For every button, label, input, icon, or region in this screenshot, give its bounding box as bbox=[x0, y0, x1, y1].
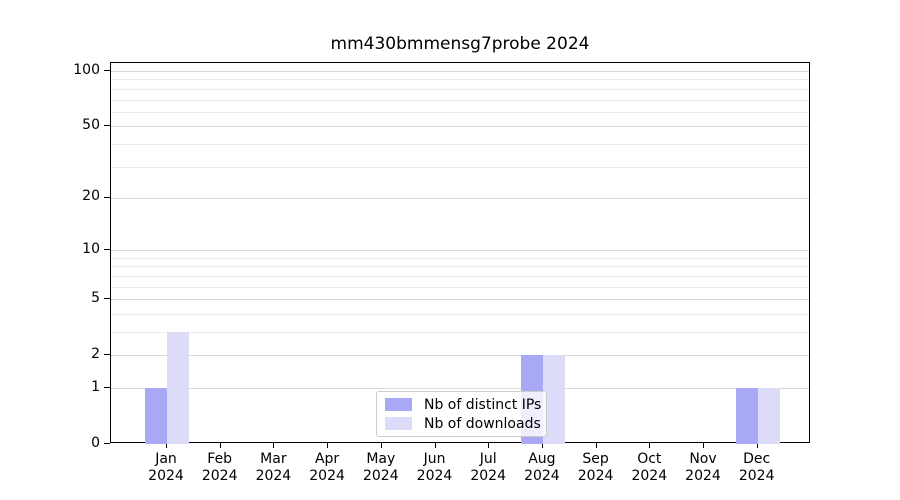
gridline-major bbox=[111, 355, 809, 357]
y-tick-label: 100 bbox=[73, 61, 100, 78]
x-tick bbox=[327, 443, 329, 448]
x-tick-label-month: Jun bbox=[423, 451, 446, 467]
x-tick-label-year: 2024 bbox=[524, 468, 560, 484]
y-tick-label: 5 bbox=[91, 289, 100, 306]
x-tick-label: Mar 2024 bbox=[233, 451, 313, 485]
x-tick-label: Feb 2024 bbox=[180, 451, 260, 485]
x-tick-label-month: Dec bbox=[743, 451, 771, 467]
x-tick bbox=[434, 443, 436, 448]
x-tick-label-month: Apr bbox=[314, 451, 340, 467]
x-tick bbox=[756, 443, 758, 448]
x-tick bbox=[541, 443, 543, 448]
legend-label-downloads: Nb of downloads bbox=[424, 415, 541, 432]
x-tick-label-month: Jul bbox=[479, 451, 497, 467]
x-tick bbox=[273, 443, 275, 448]
gridline-minor bbox=[111, 275, 809, 277]
x-tick-label: May 2024 bbox=[341, 451, 421, 485]
legend-swatch-downloads-icon bbox=[385, 417, 412, 430]
chart-title: mm430bmmensg7probe 2024 bbox=[330, 34, 590, 54]
gridline-minor bbox=[111, 166, 809, 168]
y-tick bbox=[104, 298, 110, 300]
x-tick-label: Aug 2024 bbox=[502, 451, 582, 485]
x-tick-label-year: 2024 bbox=[201, 468, 238, 484]
legend-item-downloads: Nb of downloads bbox=[385, 415, 541, 432]
x-tick-label: Jun 2024 bbox=[395, 451, 475, 485]
plot-area bbox=[110, 62, 810, 444]
x-tick-label-year: 2024 bbox=[685, 468, 721, 484]
y-tick bbox=[104, 125, 110, 127]
x-tick bbox=[703, 443, 704, 448]
x-tick-label-month: Nov bbox=[689, 451, 717, 467]
gridline-major bbox=[111, 250, 809, 252]
gridline-major bbox=[111, 197, 809, 199]
x-tick-label: Nov 2024 bbox=[663, 451, 743, 485]
x-tick-label-month: Aug bbox=[528, 451, 556, 467]
x-tick-label-year: 2024 bbox=[577, 468, 614, 484]
gridline-major bbox=[111, 299, 809, 301]
gridline-minor bbox=[111, 111, 809, 113]
x-tick-label: Sep 2024 bbox=[556, 451, 636, 485]
gridline-minor bbox=[111, 266, 809, 268]
bar-distinct-ips-jan bbox=[145, 388, 167, 444]
y-tick bbox=[104, 387, 110, 388]
y-tick-label: 20 bbox=[82, 188, 100, 205]
y-tick-label: 2 bbox=[91, 345, 100, 362]
bar-downloads-jan bbox=[167, 332, 189, 444]
x-tick-label-month: Oct bbox=[637, 451, 662, 467]
y-tick bbox=[104, 249, 110, 251]
x-tick-label-year: 2024 bbox=[255, 468, 292, 484]
gridline-minor bbox=[111, 143, 809, 145]
x-tick-label-year: 2024 bbox=[631, 468, 668, 484]
x-tick-label-month: May bbox=[366, 451, 396, 467]
y-tick-label: 0 bbox=[91, 434, 100, 451]
y-tick bbox=[104, 70, 110, 71]
x-tick-label-year: 2024 bbox=[362, 468, 399, 484]
gridline-major bbox=[111, 126, 809, 128]
x-tick-label: Apr 2024 bbox=[287, 451, 367, 485]
x-tick-label-year: 2024 bbox=[470, 468, 506, 484]
gridline-minor bbox=[111, 79, 809, 81]
x-tick bbox=[380, 443, 382, 448]
y-tick bbox=[104, 196, 110, 198]
x-tick bbox=[166, 443, 167, 448]
x-tick-label-month: Sep bbox=[582, 451, 609, 467]
gridline-minor bbox=[111, 332, 809, 333]
gridline-major bbox=[111, 388, 809, 389]
x-tick-label-year: 2024 bbox=[309, 468, 345, 484]
bar-downloads-dec bbox=[757, 388, 780, 444]
x-tick-label: Jul 2024 bbox=[448, 451, 528, 485]
legend: Nb of distinct IPs Nb of downloads bbox=[376, 391, 547, 437]
gridline-minor bbox=[111, 313, 809, 315]
legend-item-distinct-ips: Nb of distinct IPs bbox=[385, 396, 542, 413]
x-tick-label-month: Jan bbox=[155, 451, 177, 467]
y-tick-label: 50 bbox=[82, 116, 100, 133]
y-tick bbox=[104, 443, 110, 444]
y-tick bbox=[104, 354, 110, 356]
bar-downloads-aug bbox=[542, 355, 565, 444]
legend-label-distinct-ips: Nb of distinct IPs bbox=[424, 396, 542, 413]
legend-swatch-distinct-ips-icon bbox=[385, 398, 412, 411]
gridline-minor bbox=[111, 88, 809, 90]
x-tick bbox=[595, 443, 597, 448]
gridline-minor bbox=[111, 286, 809, 288]
y-tick-label: 1 bbox=[91, 378, 100, 395]
x-tick-label-year: 2024 bbox=[738, 468, 775, 484]
x-tick-label-month: Mar bbox=[260, 451, 287, 467]
x-tick bbox=[219, 443, 221, 448]
x-tick bbox=[488, 443, 490, 448]
x-tick-label: Jan 2024 bbox=[126, 451, 206, 485]
x-tick-label-month: Feb bbox=[207, 451, 233, 467]
x-tick-label: Oct 2024 bbox=[609, 451, 689, 485]
x-tick-label-year: 2024 bbox=[416, 468, 453, 484]
x-tick bbox=[649, 443, 651, 448]
x-tick-label: Dec 2024 bbox=[717, 451, 797, 485]
bar-distinct-ips-dec bbox=[735, 388, 758, 444]
y-tick-label: 10 bbox=[82, 240, 100, 257]
gridline-minor bbox=[111, 257, 809, 259]
gridline-major bbox=[111, 71, 809, 72]
gridline-minor bbox=[111, 99, 809, 101]
x-tick-label-year: 2024 bbox=[148, 468, 184, 484]
